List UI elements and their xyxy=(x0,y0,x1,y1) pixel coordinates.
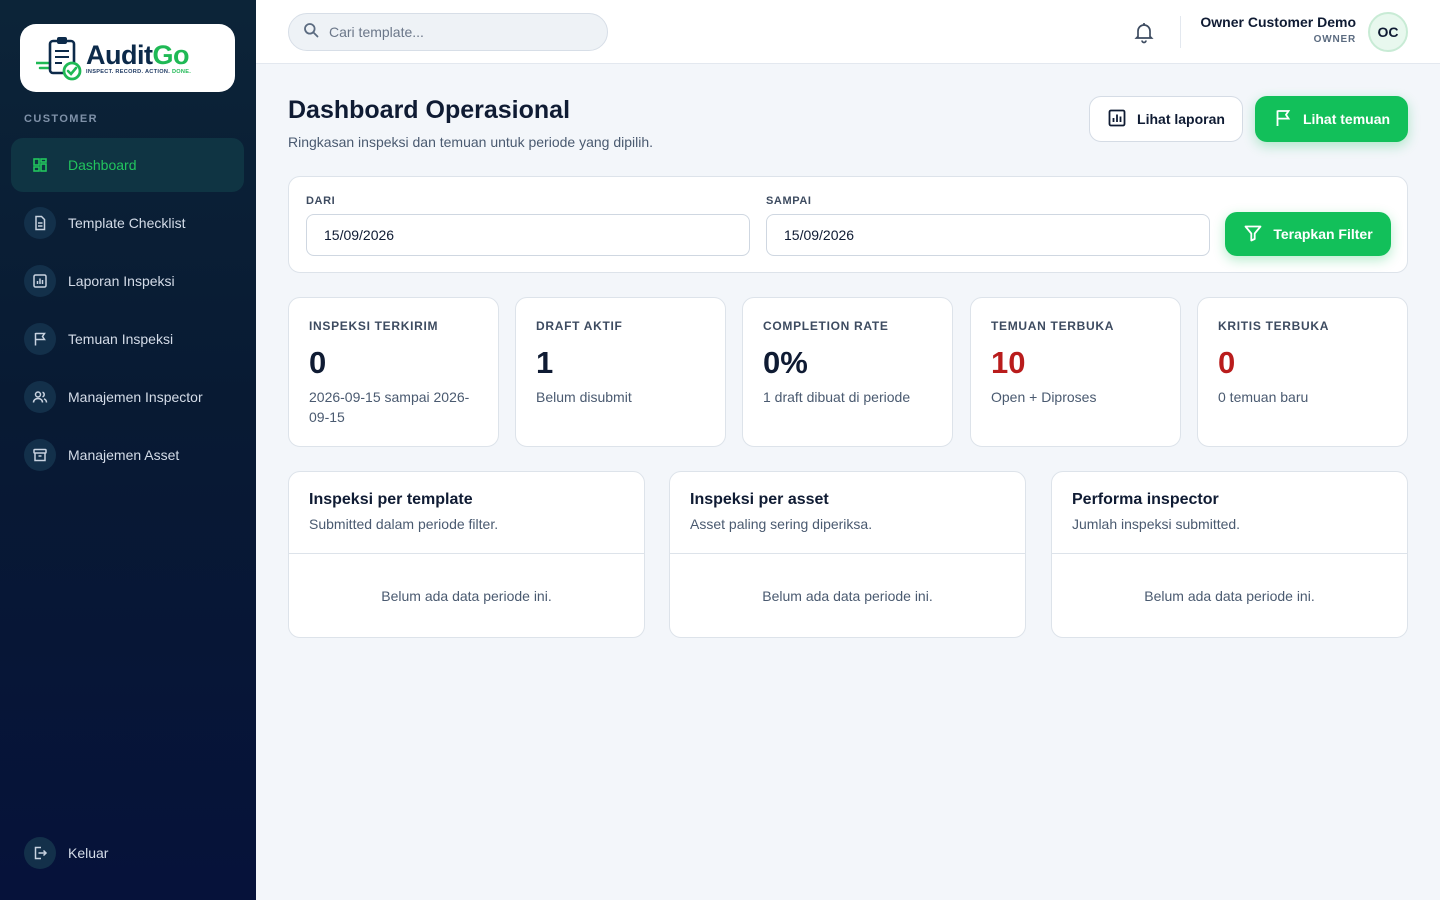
stat-label: INSPEKSI TERKIRIM xyxy=(309,319,439,333)
logout-label: Keluar xyxy=(68,845,109,861)
topbar-divider xyxy=(1180,16,1181,48)
flag-icon xyxy=(1273,108,1293,131)
notification-bell-icon[interactable] xyxy=(1132,20,1156,44)
sidebar-item-label: Manajemen Asset xyxy=(68,447,180,463)
stat-label: COMPLETION RATE xyxy=(763,319,889,333)
sidebar-item-laporan-inspeksi[interactable]: Laporan Inspeksi xyxy=(11,254,244,308)
sidebar-item-label: Template Checklist xyxy=(68,215,186,231)
page-subtitle: Ringkasan inspeksi dan temuan untuk peri… xyxy=(288,134,654,150)
sidebar-item-dashboard[interactable]: Dashboard xyxy=(11,138,244,192)
page-title: Dashboard Operasional xyxy=(288,96,571,124)
from-date-input[interactable] xyxy=(306,214,750,256)
stat-value: 10 xyxy=(991,345,1026,380)
sidebar-item-template-checklist[interactable]: Template Checklist xyxy=(11,196,244,250)
panel-inspeksi-per-template: Inspeksi per template Submitted dalam pe… xyxy=(288,471,645,638)
flag-icon xyxy=(24,323,56,355)
report-icon xyxy=(24,265,56,297)
stat-card-completion-rate: COMPLETION RATE 0% 1 draft dibuat di per… xyxy=(742,297,953,447)
search-box[interactable] xyxy=(288,13,608,51)
view-report-button[interactable]: Lihat laporan xyxy=(1089,96,1243,142)
stat-value: 0 xyxy=(1218,345,1236,380)
stat-card-kritis-terbuka: KRITIS TERBUKA 0 0 temuan baru xyxy=(1197,297,1408,447)
stat-card-temuan-terbuka: TEMUAN TERBUKA 10 Open + Diproses xyxy=(970,297,1181,447)
stat-note: Belum disubmit xyxy=(536,389,632,405)
sidebar-item-label: Laporan Inspeksi xyxy=(68,273,175,289)
chart-icon xyxy=(1107,108,1127,131)
clipboard-check-icon xyxy=(34,35,84,81)
view-findings-label: Lihat temuan xyxy=(1302,111,1391,127)
stat-note: Open + Diproses xyxy=(991,389,1097,405)
user-name: Owner Customer Demo xyxy=(1200,14,1356,30)
stat-note: 1 draft dibuat di periode xyxy=(763,389,911,405)
logout-icon xyxy=(24,837,56,869)
dashboard-icon xyxy=(24,149,56,181)
avatar[interactable]: OC xyxy=(1368,12,1408,52)
search-icon xyxy=(303,22,319,43)
panel-title: Inspeksi per asset xyxy=(690,491,829,508)
panel-subtitle: Asset paling sering diperiksa. xyxy=(690,516,873,532)
from-label: DARI xyxy=(306,195,336,207)
sidebar-item-manajemen-inspector[interactable]: Manajemen Inspector xyxy=(11,370,244,424)
stat-label: TEMUAN TERBUKA xyxy=(991,319,1115,333)
empty-state: Belum ada data periode ini. xyxy=(381,588,552,604)
apply-filter-label: Terapkan Filter xyxy=(1273,226,1373,242)
empty-state: Belum ada data periode ini. xyxy=(1144,588,1315,604)
empty-state: Belum ada data periode ini. xyxy=(762,588,933,604)
sidebar-item-temuan-inspeksi[interactable]: Temuan Inspeksi xyxy=(11,312,244,366)
sidebar-item-label: Dashboard xyxy=(68,157,137,173)
stat-value: 0% xyxy=(763,345,808,380)
brand-name-a: Audit xyxy=(86,39,153,70)
stat-value: 1 xyxy=(536,345,554,380)
logout-button[interactable]: Keluar xyxy=(11,826,244,880)
apply-filter-button[interactable]: Terapkan Filter xyxy=(1225,212,1391,256)
stat-note: 0 temuan baru xyxy=(1218,389,1309,405)
brand-tagline: INSPECT. RECORD. ACTION. xyxy=(86,68,171,75)
sidebar-item-label: Manajemen Inspector xyxy=(68,389,203,405)
stat-card-inspeksi-terkirim: INSPEKSI TERKIRIM 0 2026-09-15 sampai 20… xyxy=(288,297,499,447)
stat-label: DRAFT AKTIF xyxy=(536,319,623,333)
brand-logo[interactable]: AuditGo INSPECT. RECORD. ACTION. DONE. xyxy=(20,24,235,92)
stat-note: 2026-09-15 sampai 2026-09-15 xyxy=(309,389,470,425)
panel-subtitle: Submitted dalam periode filter. xyxy=(309,516,499,532)
filter-card: DARI SAMPAI Terapkan Filter xyxy=(288,176,1408,273)
brand-name-b: Go xyxy=(152,39,189,70)
document-icon xyxy=(24,207,56,239)
panel-title: Performa inspector xyxy=(1072,491,1219,508)
sidebar-item-label: Temuan Inspeksi xyxy=(68,331,174,347)
stat-card-draft-aktif: DRAFT AKTIF 1 Belum disubmit xyxy=(515,297,726,447)
sidebar-section-label: CUSTOMER xyxy=(24,113,98,125)
sidebar-item-manajemen-asset[interactable]: Manajemen Asset xyxy=(11,428,244,482)
stat-value: 0 xyxy=(309,345,327,380)
panel-performa-inspector: Performa inspector Jumlah inspeksi submi… xyxy=(1051,471,1408,638)
to-date-input[interactable] xyxy=(766,214,1210,256)
stat-label: KRITIS TERBUKA xyxy=(1218,319,1330,333)
topbar: Owner Customer Demo OWNER OC xyxy=(256,0,1440,64)
panel-subtitle: Jumlah inspeksi submitted. xyxy=(1072,516,1241,532)
to-label: SAMPAI xyxy=(766,195,812,207)
search-input[interactable] xyxy=(329,24,589,40)
sidebar: AuditGo INSPECT. RECORD. ACTION. DONE. C… xyxy=(0,0,256,900)
user-role: OWNER xyxy=(1313,34,1356,45)
view-findings-button[interactable]: Lihat temuan xyxy=(1255,96,1408,142)
panel-inspeksi-per-asset: Inspeksi per asset Asset paling sering d… xyxy=(669,471,1026,638)
panel-title: Inspeksi per template xyxy=(309,491,473,508)
users-icon xyxy=(24,381,56,413)
view-report-label: Lihat laporan xyxy=(1137,111,1225,127)
filter-icon xyxy=(1243,223,1263,246)
archive-icon xyxy=(24,439,56,471)
brand-tagline-done: DONE. xyxy=(171,68,192,75)
